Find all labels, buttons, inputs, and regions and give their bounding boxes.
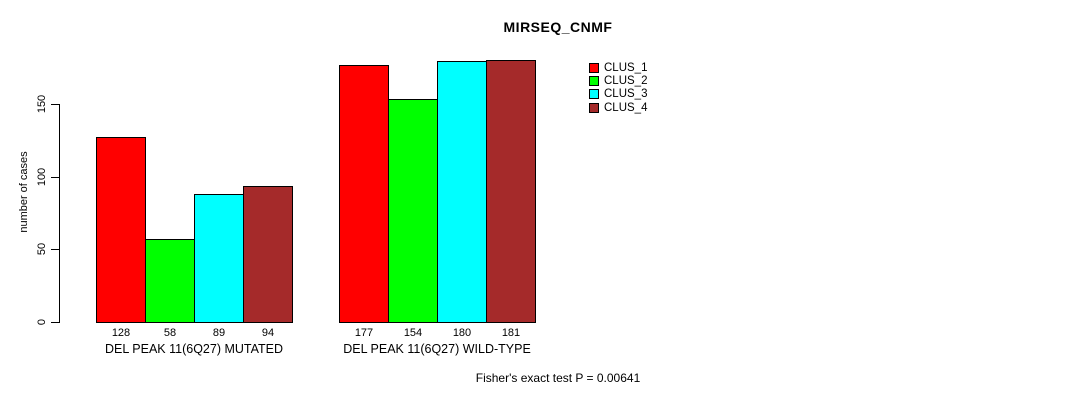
legend: CLUS_1 CLUS_2 CLUS_3 CLUS_4 — [589, 61, 647, 115]
legend-item-clus_2: CLUS_2 — [589, 74, 647, 87]
bar-value-label: 58 — [163, 327, 177, 339]
y-tick-label: 0 — [36, 318, 48, 326]
bar-value-label: 89 — [212, 327, 226, 339]
bar-clus_1-group2 — [339, 65, 389, 323]
bar-value-label: 94 — [261, 327, 275, 339]
bar-clus_4-group1 — [243, 186, 293, 323]
y-tick-mark — [51, 177, 60, 178]
legend-swatch-icon — [589, 89, 599, 100]
legend-item-clus_1: CLUS_1 — [589, 61, 647, 74]
bar-value-label: 128 — [111, 327, 131, 339]
legend-swatch-icon — [589, 76, 599, 87]
legend-item-clus_4: CLUS_4 — [589, 101, 647, 114]
bar-value-label: 154 — [403, 327, 423, 339]
y-axis-line — [59, 105, 60, 323]
bar-clus_2-group2 — [388, 99, 438, 323]
legend-swatch-icon — [589, 62, 599, 73]
bar-clus_4-group2 — [486, 60, 536, 323]
category-label-2: DEL PEAK 11(6Q27) WILD-TYPE — [343, 342, 531, 356]
fisher-test-annotation: Fisher's exact test P = 0.00641 — [475, 371, 641, 385]
bar-clus_1-group1 — [96, 137, 146, 323]
y-tick-mark — [51, 249, 60, 250]
legend-label: CLUS_2 — [604, 75, 648, 88]
chart-title: MIRSEQ_CNMF — [503, 19, 613, 35]
legend-label: CLUS_3 — [604, 88, 648, 101]
legend-label: CLUS_4 — [604, 101, 648, 114]
y-tick-label: 50 — [36, 242, 48, 256]
y-tick-label: 150 — [36, 94, 48, 114]
bar-value-label: 177 — [354, 327, 374, 339]
bar-value-label: 181 — [501, 327, 521, 339]
y-tick-mark — [51, 322, 60, 323]
legend-label: CLUS_1 — [604, 61, 648, 74]
y-axis-title: number of cases — [18, 151, 30, 233]
category-label-1: DEL PEAK 11(6Q27) MUTATED — [104, 342, 284, 356]
bar-value-label: 180 — [452, 327, 472, 339]
legend-swatch-icon — [589, 102, 599, 113]
legend-item-clus_3: CLUS_3 — [589, 88, 647, 101]
bar-clus_3-group2 — [437, 61, 487, 323]
y-tick-mark — [51, 104, 60, 105]
bar-clus_2-group1 — [145, 239, 195, 323]
y-tick-label: 100 — [36, 167, 48, 187]
bar-clus_3-group1 — [194, 194, 244, 323]
